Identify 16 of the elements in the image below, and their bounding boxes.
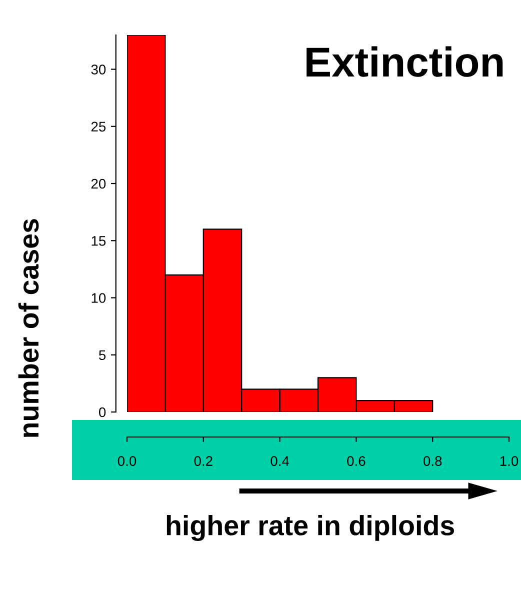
x-tick-label: 0.4 [270,456,290,466]
y-tick-label: 0 [98,407,106,418]
y-tick-label: 20 [91,178,106,189]
y-tick-label: 30 [91,64,106,74]
x-tick-label: 1.0 [500,456,518,466]
y-tick-label: 15 [92,236,106,246]
x-tick-label: 0.6 [347,456,366,466]
y-tick-label: 10 [92,293,106,303]
x-tick-label: 0.2 [194,456,212,466]
x-tick-label: 0.8 [423,456,442,466]
y-tick-label: 5 [99,350,106,360]
y-tick-label: 25 [91,122,106,132]
x-axis-title: higher rate in diploids [166,515,454,542]
x-tick-label: 0.0 [118,456,136,466]
chart-title: Extinction [306,46,503,77]
y-axis-title: number of cases [18,219,39,437]
